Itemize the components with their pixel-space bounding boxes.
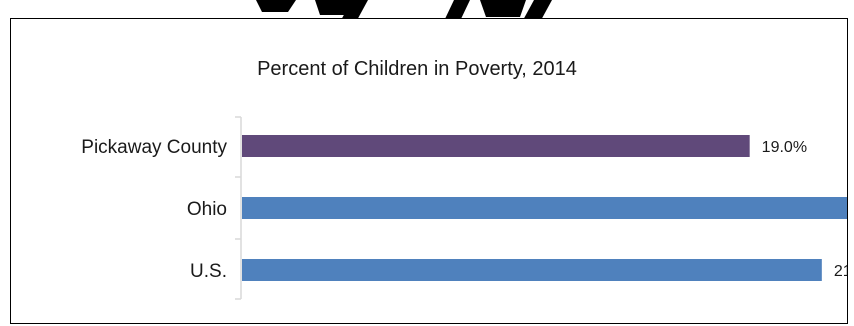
category-label: Ohio bbox=[187, 199, 227, 220]
data-label: 19.0% bbox=[762, 139, 807, 156]
category-label: U.S. bbox=[190, 261, 227, 282]
bar-chart: Percent of Children in Poverty, 2014 Pic… bbox=[81, 58, 847, 300]
chart-frame: Percent of Children in Poverty, 2014 Pic… bbox=[10, 18, 848, 324]
category-label: Pickaway County bbox=[81, 137, 227, 158]
chart-title: Percent of Children in Poverty, 2014 bbox=[257, 58, 577, 80]
cropped-heading-fragment bbox=[256, 0, 552, 22]
bar-u-s bbox=[242, 259, 822, 281]
bar-pickaway-county bbox=[242, 135, 750, 157]
data-label: 21.7% bbox=[834, 263, 847, 280]
bar-ohio bbox=[242, 197, 847, 219]
